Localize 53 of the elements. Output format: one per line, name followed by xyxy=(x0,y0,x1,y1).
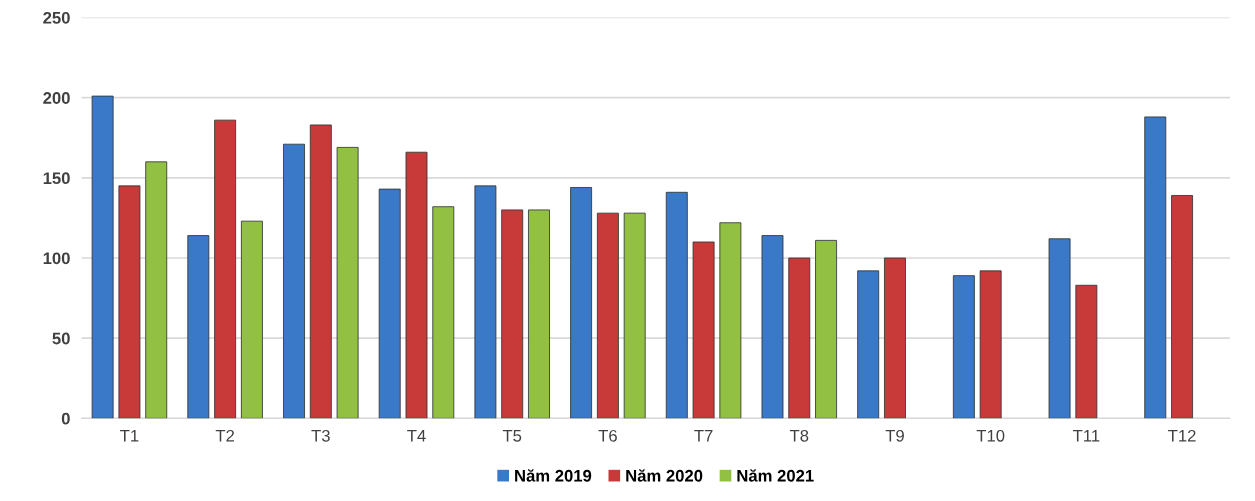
y-tick-label: 100 xyxy=(43,252,70,265)
bar xyxy=(336,146,359,419)
bar xyxy=(432,206,455,419)
legend-label: Năm 2021 xyxy=(737,469,814,482)
bar xyxy=(1144,116,1167,419)
bar xyxy=(91,95,114,419)
x-tick-label: T12 xyxy=(1168,429,1196,442)
x-tick-label: T9 xyxy=(885,429,904,442)
bar xyxy=(570,187,593,419)
bar xyxy=(815,239,838,419)
bar xyxy=(214,119,237,419)
x-tick-label: T7 xyxy=(694,430,713,442)
bar xyxy=(474,185,497,419)
bar xyxy=(145,161,168,419)
y-tick-label: 250 xyxy=(43,11,70,24)
bar xyxy=(240,220,263,419)
x-tick-label: T10 xyxy=(976,429,1005,442)
x-tick-label: T3 xyxy=(311,429,330,442)
bar xyxy=(1075,284,1098,419)
bar xyxy=(378,188,401,419)
bar xyxy=(665,191,688,419)
x-tick-label: T11 xyxy=(1072,430,1100,442)
x-tick-label: T5 xyxy=(502,430,522,442)
bar xyxy=(1171,195,1193,419)
bar xyxy=(187,235,210,419)
bar xyxy=(309,124,332,419)
bar xyxy=(979,270,1002,419)
bar xyxy=(596,212,619,419)
legend-label: Năm 2019 xyxy=(515,469,592,482)
bar xyxy=(528,209,550,419)
bar xyxy=(501,209,524,419)
bar xyxy=(118,185,141,419)
bar xyxy=(719,222,742,419)
bar xyxy=(857,270,880,419)
legend-label: Năm 2020 xyxy=(626,469,703,482)
bar xyxy=(788,257,811,419)
bar xyxy=(952,275,975,419)
x-tick-label: T1 xyxy=(120,430,139,442)
bar xyxy=(1048,238,1071,419)
bar xyxy=(761,235,784,419)
y-tick-label: 150 xyxy=(43,172,70,185)
x-tick-label: T8 xyxy=(789,429,809,442)
x-tick-label: T6 xyxy=(598,429,617,442)
bar xyxy=(884,257,906,419)
y-tick-label: 50 xyxy=(52,332,70,345)
bar xyxy=(283,143,305,419)
bar xyxy=(623,212,646,419)
x-tick-label: T2 xyxy=(215,429,234,442)
bar xyxy=(692,241,715,419)
x-tick-label: T4 xyxy=(407,430,426,442)
bar xyxy=(405,151,428,419)
y-tick-label: 0 xyxy=(61,412,70,425)
y-tick-label: 200 xyxy=(43,92,70,104)
